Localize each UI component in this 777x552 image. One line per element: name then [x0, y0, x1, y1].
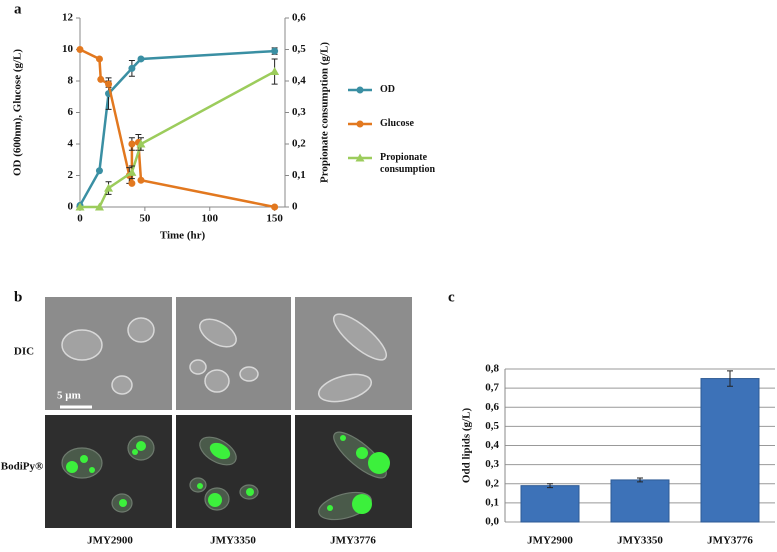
bar [520, 485, 580, 523]
x-tick-label: 100 [201, 213, 218, 225]
x-axis-label: Time (hr) [160, 230, 206, 242]
column-label: JMY2900 [87, 535, 133, 547]
scale-bar-label: 5 µm [57, 390, 81, 402]
y-tick-label: 0,1 [485, 496, 499, 508]
data-point [271, 203, 279, 211]
y-tick-label: 10 [62, 43, 74, 55]
data-point [137, 176, 145, 184]
y2-tick-label: 0,6 [292, 12, 306, 24]
panel-label: c [448, 289, 455, 305]
data-point [128, 179, 136, 187]
y-tick-label: 0,8 [485, 363, 499, 375]
x-tick-label: 150 [266, 213, 283, 225]
column-label: JMY3350 [210, 535, 256, 547]
y-tick-label: 0,6 [485, 401, 499, 413]
data-point [95, 55, 103, 63]
y-tick-label: 0,3 [485, 458, 499, 470]
y2-tick-label: 0,3 [292, 106, 306, 118]
error-bar [727, 370, 733, 387]
y-tick-label: 0,5 [485, 420, 499, 432]
data-point [104, 183, 114, 192]
bar [700, 378, 760, 523]
x-tick-label: JMY2900 [527, 535, 573, 547]
y2-tick-label: 0,1 [292, 169, 306, 181]
error-bar [547, 483, 553, 489]
series-line [80, 70, 276, 209]
y-tick-label: 0,4 [485, 439, 499, 451]
data-point [128, 140, 136, 148]
row-label: DIC [14, 346, 34, 358]
y-tick-label: 2 [68, 169, 74, 181]
y-tick-label: 4 [68, 138, 74, 150]
legend-label: Glucose [380, 118, 414, 129]
data-point [97, 75, 105, 83]
row-label: BodiPy® [1, 461, 43, 473]
y-tick-label: 0,0 [485, 516, 499, 528]
y-tick-label: 0,2 [485, 477, 499, 489]
data-point [355, 153, 365, 162]
data-point [270, 67, 280, 76]
data-point [76, 46, 84, 53]
y2-tick-label: 0,5 [292, 43, 306, 55]
column-label: JMY3776 [330, 535, 376, 547]
y-tick-label: 0,7 [485, 382, 499, 394]
y-axis-label: Odd lipids (g/L) [461, 408, 473, 484]
panel-label: a [14, 1, 22, 17]
x-tick-label: 50 [139, 213, 151, 225]
data-point [356, 120, 364, 128]
y2-tick-label: 0 [292, 201, 298, 213]
data-point [136, 139, 146, 148]
legend-label: OD [380, 84, 395, 95]
micrographs [45, 297, 412, 528]
data-point [356, 86, 364, 94]
data-point [105, 80, 113, 88]
series-line [79, 48, 275, 209]
data-point [137, 55, 145, 63]
x-tick-label: JMY3776 [707, 535, 753, 547]
data-point [127, 167, 137, 176]
data-point [128, 64, 136, 72]
y-tick-label: 0 [68, 201, 74, 213]
legend-label: Propionate consumption [380, 152, 436, 175]
y2-tick-label: 0,2 [292, 138, 306, 150]
data-point [94, 202, 104, 211]
y-tick-label: 12 [62, 12, 74, 24]
x-tick-label: JMY3350 [617, 535, 663, 547]
y2-axis-label: Propionate consumption (g/L) [319, 42, 331, 183]
x-tick-label: 0 [77, 213, 83, 225]
panel-label: b [14, 289, 22, 305]
bar [610, 479, 670, 523]
data-point [271, 47, 279, 55]
data-point [75, 202, 85, 211]
error-bar [637, 477, 643, 483]
y-tick-label: 8 [68, 75, 74, 87]
y2-tick-label: 0,4 [292, 75, 306, 87]
y-axis-label: OD (600nm), Glucose (g/L) [12, 49, 24, 176]
y-tick-label: 6 [68, 106, 74, 118]
data-point [95, 167, 103, 175]
series-line [78, 49, 275, 207]
